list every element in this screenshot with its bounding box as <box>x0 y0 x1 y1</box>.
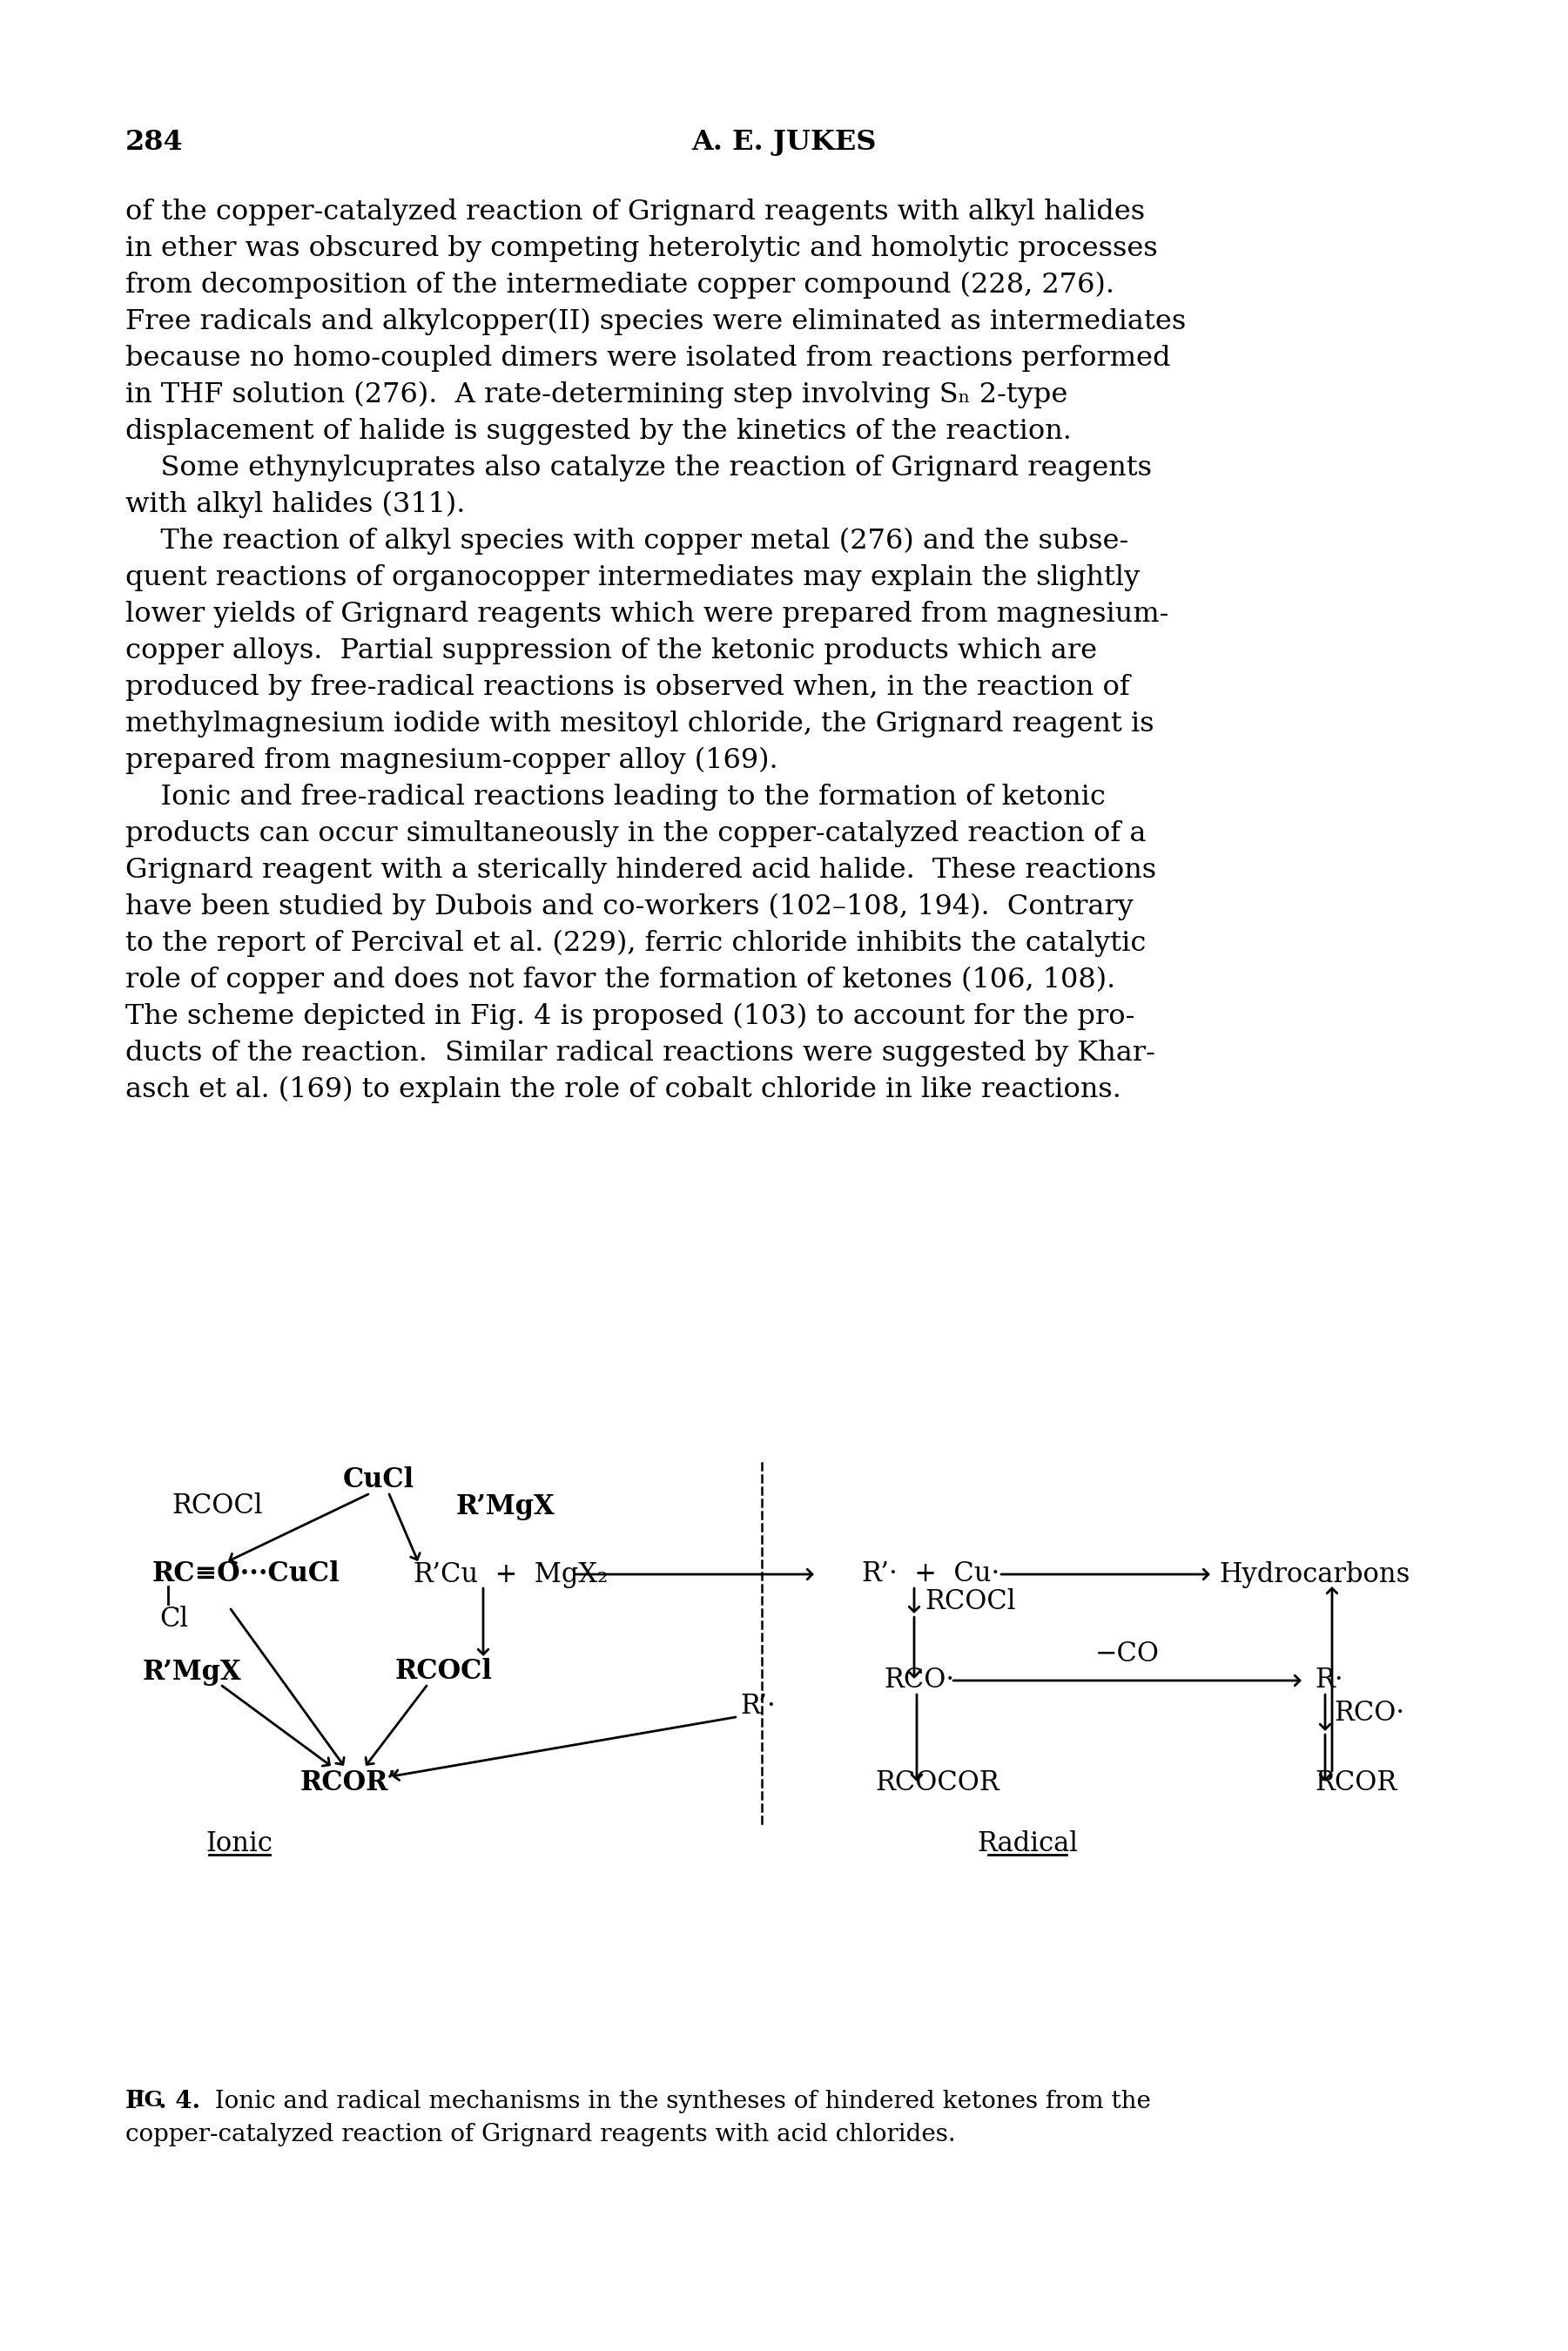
Text: R’MgX: R’MgX <box>455 1493 555 1519</box>
Text: Grignard reagent with a sterically hindered acid halide.  These reactions: Grignard reagent with a sterically hinde… <box>125 856 1156 884</box>
Text: Ionic: Ionic <box>205 1831 273 1857</box>
Text: IG: IG <box>135 2090 163 2111</box>
Text: RCOCl: RCOCl <box>925 1589 1016 1615</box>
Text: in THF solution (276).  A rate-determining step involving Sₙ 2-type: in THF solution (276). A rate-determinin… <box>125 381 1068 409</box>
Text: Cl: Cl <box>160 1606 188 1634</box>
Text: of the copper-catalyzed reaction of Grignard reagents with alkyl halides: of the copper-catalyzed reaction of Grig… <box>125 197 1145 226</box>
Text: ducts of the reaction.  Similar radical reactions were suggested by Khar-: ducts of the reaction. Similar radical r… <box>125 1039 1156 1067</box>
Text: Radical: Radical <box>977 1831 1077 1857</box>
Text: have been studied by Dubois and co-workers (102–108, 194).  Contrary: have been studied by Dubois and co-worke… <box>125 893 1134 922</box>
Text: −CO: −CO <box>1096 1641 1160 1667</box>
Text: 284: 284 <box>125 129 183 155</box>
Text: RC≡O···CuCl: RC≡O···CuCl <box>152 1561 340 1587</box>
Text: R’·: R’· <box>740 1693 776 1721</box>
Text: A. E. JUKES: A. E. JUKES <box>691 129 877 155</box>
Text: F: F <box>125 2090 143 2114</box>
Text: in ether was obscured by competing heterolytic and homolytic processes: in ether was obscured by competing heter… <box>125 235 1157 261</box>
Text: produced by free-radical reactions is observed when, in the reaction of: produced by free-radical reactions is ob… <box>125 675 1131 701</box>
Text: R’Cu  +  MgX₂: R’Cu + MgX₂ <box>414 1561 608 1587</box>
Text: RCOCl: RCOCl <box>395 1657 492 1686</box>
Text: products can occur simultaneously in the copper-catalyzed reaction of a: products can occur simultaneously in the… <box>125 820 1146 846</box>
Text: Free radicals and alkylcopper(II) species were eliminated as intermediates: Free radicals and alkylcopper(II) specie… <box>125 308 1185 336</box>
Text: R·: R· <box>1314 1667 1344 1695</box>
Text: asch et al. (169) to explain the role of cobalt chloride in like reactions.: asch et al. (169) to explain the role of… <box>125 1077 1121 1103</box>
Text: RCOCl: RCOCl <box>172 1493 263 1519</box>
Text: The scheme depicted in Fig. 4 is proposed (103) to account for the pro-: The scheme depicted in Fig. 4 is propose… <box>125 1004 1135 1030</box>
Text: Ionic and radical mechanisms in the syntheses of hindered ketones from the: Ionic and radical mechanisms in the synt… <box>199 2090 1151 2114</box>
Text: Hydrocarbons: Hydrocarbons <box>1218 1561 1410 1587</box>
Text: copper alloys.  Partial suppression of the ketonic products which are: copper alloys. Partial suppression of th… <box>125 637 1098 665</box>
Text: to the report of Percival et al. (229), ferric chloride inhibits the catalytic: to the report of Percival et al. (229), … <box>125 931 1146 957</box>
Text: from decomposition of the intermediate copper compound (228, 276).: from decomposition of the intermediate c… <box>125 273 1115 299</box>
Text: role of copper and does not favor the formation of ketones (106, 108).: role of copper and does not favor the fo… <box>125 966 1115 994</box>
Text: Some ethynylcuprates also catalyze the reaction of Grignard reagents: Some ethynylcuprates also catalyze the r… <box>125 454 1152 482</box>
Text: RCOR: RCOR <box>1314 1770 1397 1796</box>
Text: quent reactions of organocopper intermediates may explain the slightly: quent reactions of organocopper intermed… <box>125 564 1140 590</box>
Text: RCOR’: RCOR’ <box>299 1770 397 1796</box>
Text: prepared from magnesium-copper alloy (169).: prepared from magnesium-copper alloy (16… <box>125 748 778 773</box>
Text: displacement of halide is suggested by the kinetics of the reaction.: displacement of halide is suggested by t… <box>125 418 1071 444</box>
Text: R’·  +  Cu·: R’· + Cu· <box>862 1561 1000 1587</box>
Text: CuCl: CuCl <box>343 1467 414 1493</box>
Text: R’MgX: R’MgX <box>143 1657 241 1686</box>
Text: methylmagnesium iodide with mesitoyl chloride, the Grignard reagent is: methylmagnesium iodide with mesitoyl chl… <box>125 710 1154 738</box>
Text: with alkyl halides (311).: with alkyl halides (311). <box>125 491 466 517</box>
Text: lower yields of Grignard reagents which were prepared from magnesium-: lower yields of Grignard reagents which … <box>125 602 1168 628</box>
Text: Ionic and free-radical reactions leading to the formation of ketonic: Ionic and free-radical reactions leading… <box>125 783 1105 811</box>
Text: . 4.: . 4. <box>158 2090 201 2114</box>
Text: The reaction of alkyl species with copper metal (276) and the subse-: The reaction of alkyl species with coppe… <box>125 527 1129 555</box>
Text: RCO·: RCO· <box>1334 1700 1405 1728</box>
Text: because no homo-coupled dimers were isolated from reactions performed: because no homo-coupled dimers were isol… <box>125 346 1171 371</box>
Text: RCO·: RCO· <box>884 1667 955 1695</box>
Text: RCOCOR: RCOCOR <box>875 1770 999 1796</box>
Text: copper-catalyzed reaction of Grignard reagents with acid chlorides.: copper-catalyzed reaction of Grignard re… <box>125 2123 956 2146</box>
